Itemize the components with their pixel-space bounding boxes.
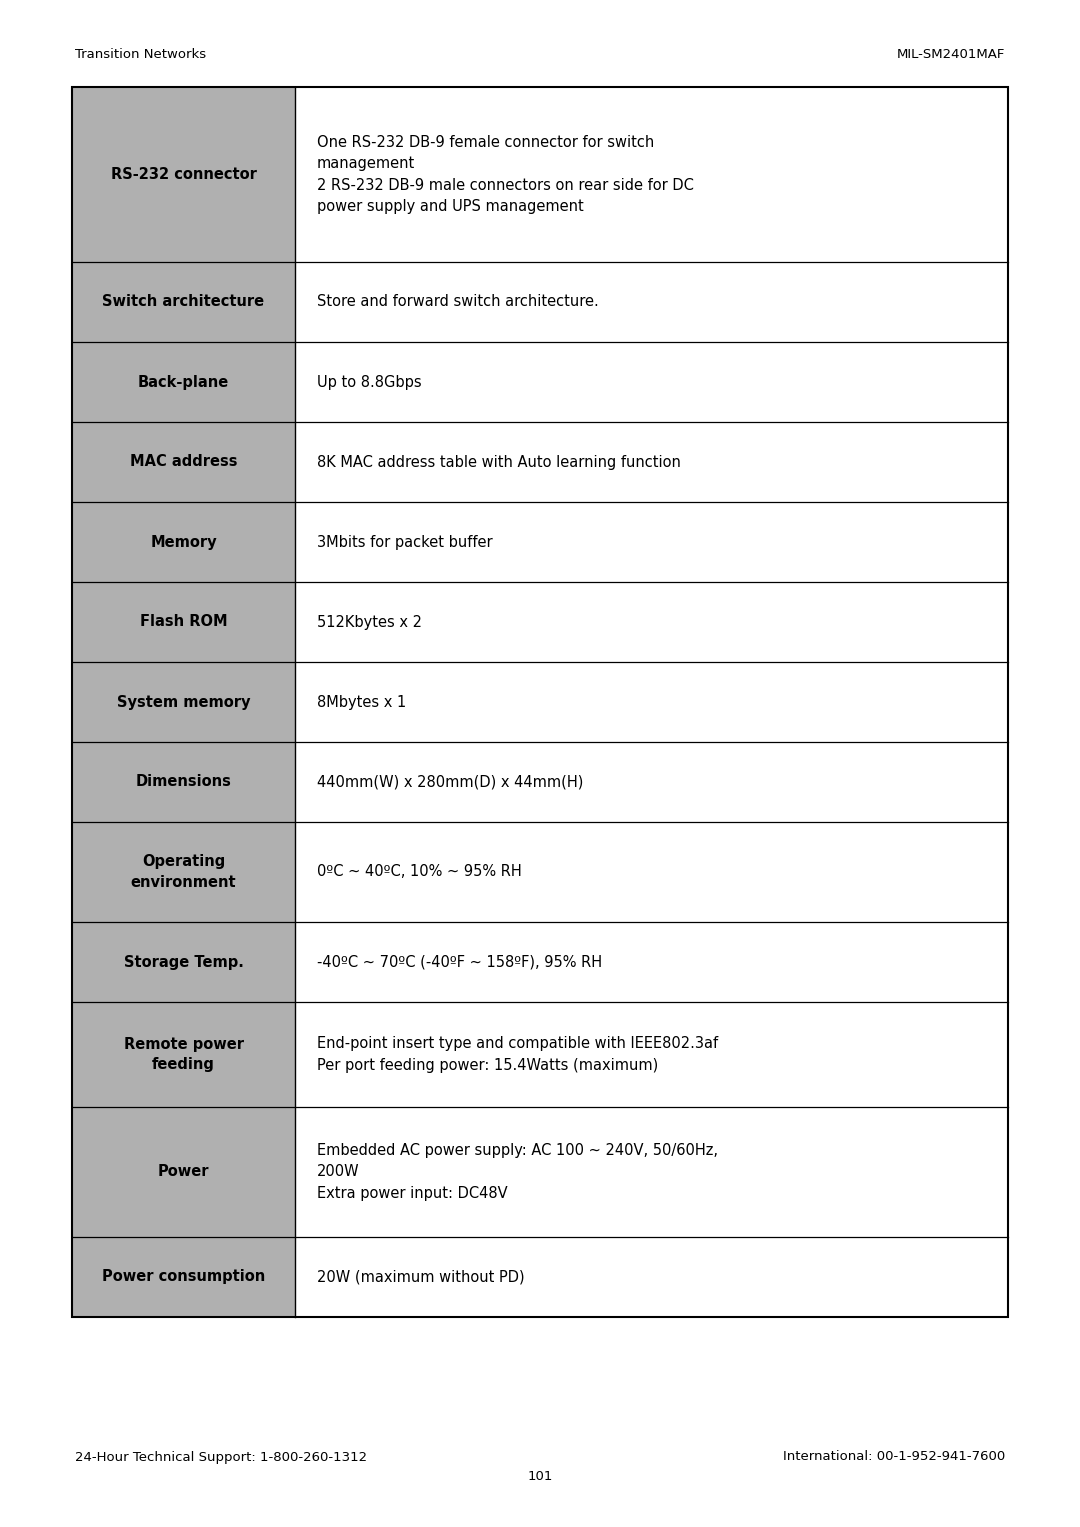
Bar xyxy=(72,1002,295,1107)
Text: management: management xyxy=(318,156,415,171)
Text: Power consumption: Power consumption xyxy=(102,1269,265,1284)
Text: 200W: 200W xyxy=(318,1165,360,1179)
Text: Transition Networks: Transition Networks xyxy=(75,49,206,61)
Text: Extra power input: DC48V: Extra power input: DC48V xyxy=(318,1186,508,1202)
Text: Store and forward switch architecture.: Store and forward switch architecture. xyxy=(318,295,598,310)
Bar xyxy=(72,1107,295,1237)
Bar xyxy=(72,87,1008,1316)
Text: Back-plane: Back-plane xyxy=(138,374,229,389)
Text: 8K MAC address table with Auto learning function: 8K MAC address table with Auto learning … xyxy=(318,455,680,469)
Text: System memory: System memory xyxy=(117,695,251,710)
Bar xyxy=(72,87,295,263)
Text: power supply and UPS management: power supply and UPS management xyxy=(318,199,584,214)
Text: 512Kbytes x 2: 512Kbytes x 2 xyxy=(318,614,422,629)
Bar xyxy=(72,922,295,1002)
Text: RS-232 connector: RS-232 connector xyxy=(110,166,256,182)
Text: Memory: Memory xyxy=(150,534,217,550)
Text: Embedded AC power supply: AC 100 ~ 240V, 50/60Hz,: Embedded AC power supply: AC 100 ~ 240V,… xyxy=(318,1144,718,1157)
Text: 24-Hour Technical Support: 1-800-260-1312: 24-Hour Technical Support: 1-800-260-131… xyxy=(75,1451,367,1463)
Text: Per port feeding power: 15.4Watts (maximum): Per port feeding power: 15.4Watts (maxim… xyxy=(318,1058,658,1073)
Text: 2 RS-232 DB-9 male connectors on rear side for DC: 2 RS-232 DB-9 male connectors on rear si… xyxy=(318,177,693,192)
Text: MAC address: MAC address xyxy=(130,455,238,469)
Text: 20W (maximum without PD): 20W (maximum without PD) xyxy=(318,1269,525,1284)
Text: MIL-SM2401MAF: MIL-SM2401MAF xyxy=(896,49,1005,61)
Text: Switch architecture: Switch architecture xyxy=(103,295,265,310)
Text: Flash ROM: Flash ROM xyxy=(139,614,227,629)
Text: -40ºC ~ 70ºC (-40ºF ~ 158ºF), 95% RH: -40ºC ~ 70ºC (-40ºF ~ 158ºF), 95% RH xyxy=(318,954,603,970)
Bar xyxy=(72,822,295,922)
Text: Power: Power xyxy=(158,1165,210,1179)
Text: One RS-232 DB-9 female connector for switch: One RS-232 DB-9 female connector for swi… xyxy=(318,134,654,150)
Bar xyxy=(72,582,295,663)
Bar xyxy=(72,263,295,342)
Bar xyxy=(72,663,295,742)
Text: Dimensions: Dimensions xyxy=(136,774,231,789)
Text: End-point insert type and compatible with IEEE802.3af: End-point insert type and compatible wit… xyxy=(318,1037,718,1051)
Bar xyxy=(72,742,295,822)
Bar xyxy=(72,1237,295,1316)
Bar xyxy=(72,421,295,502)
Text: 8Mbytes x 1: 8Mbytes x 1 xyxy=(318,695,406,710)
Text: 101: 101 xyxy=(527,1471,553,1484)
Bar xyxy=(72,342,295,421)
Text: Remote power
feeding: Remote power feeding xyxy=(123,1037,243,1072)
Text: Operating
environment: Operating environment xyxy=(131,854,237,890)
Text: 3Mbits for packet buffer: 3Mbits for packet buffer xyxy=(318,534,492,550)
Text: Up to 8.8Gbps: Up to 8.8Gbps xyxy=(318,374,421,389)
Text: 440mm(W) x 280mm(D) x 44mm(H): 440mm(W) x 280mm(D) x 44mm(H) xyxy=(318,774,583,789)
Text: International: 00-1-952-941-7600: International: 00-1-952-941-7600 xyxy=(783,1451,1005,1463)
Text: Storage Temp.: Storage Temp. xyxy=(123,954,243,970)
Text: 0ºC ~ 40ºC, 10% ~ 95% RH: 0ºC ~ 40ºC, 10% ~ 95% RH xyxy=(318,864,522,880)
Bar xyxy=(72,502,295,582)
